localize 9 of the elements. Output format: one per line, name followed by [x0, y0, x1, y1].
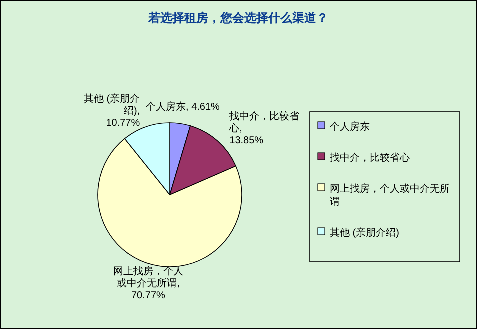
- data-label: 找中介，比较省心, 13.85%: [228, 110, 300, 147]
- legend-label: 个人房东: [330, 121, 370, 133]
- legend-label: 网上找房，个人或中介无所谓: [330, 183, 450, 208]
- legend-label: 其他 (亲朋介绍): [330, 227, 400, 239]
- chart-title: 若选择租房，您会选择什么渠道？: [148, 11, 328, 25]
- data-label: 个人房东, 4.61%: [146, 100, 220, 113]
- legend-label: 找中介，比较省心: [329, 152, 410, 164]
- data-label: 其他 (亲朋介绍), 10.77%: [84, 93, 140, 130]
- data-label: 网上找房，个人或中介无所谓, 70.77%: [113, 265, 184, 302]
